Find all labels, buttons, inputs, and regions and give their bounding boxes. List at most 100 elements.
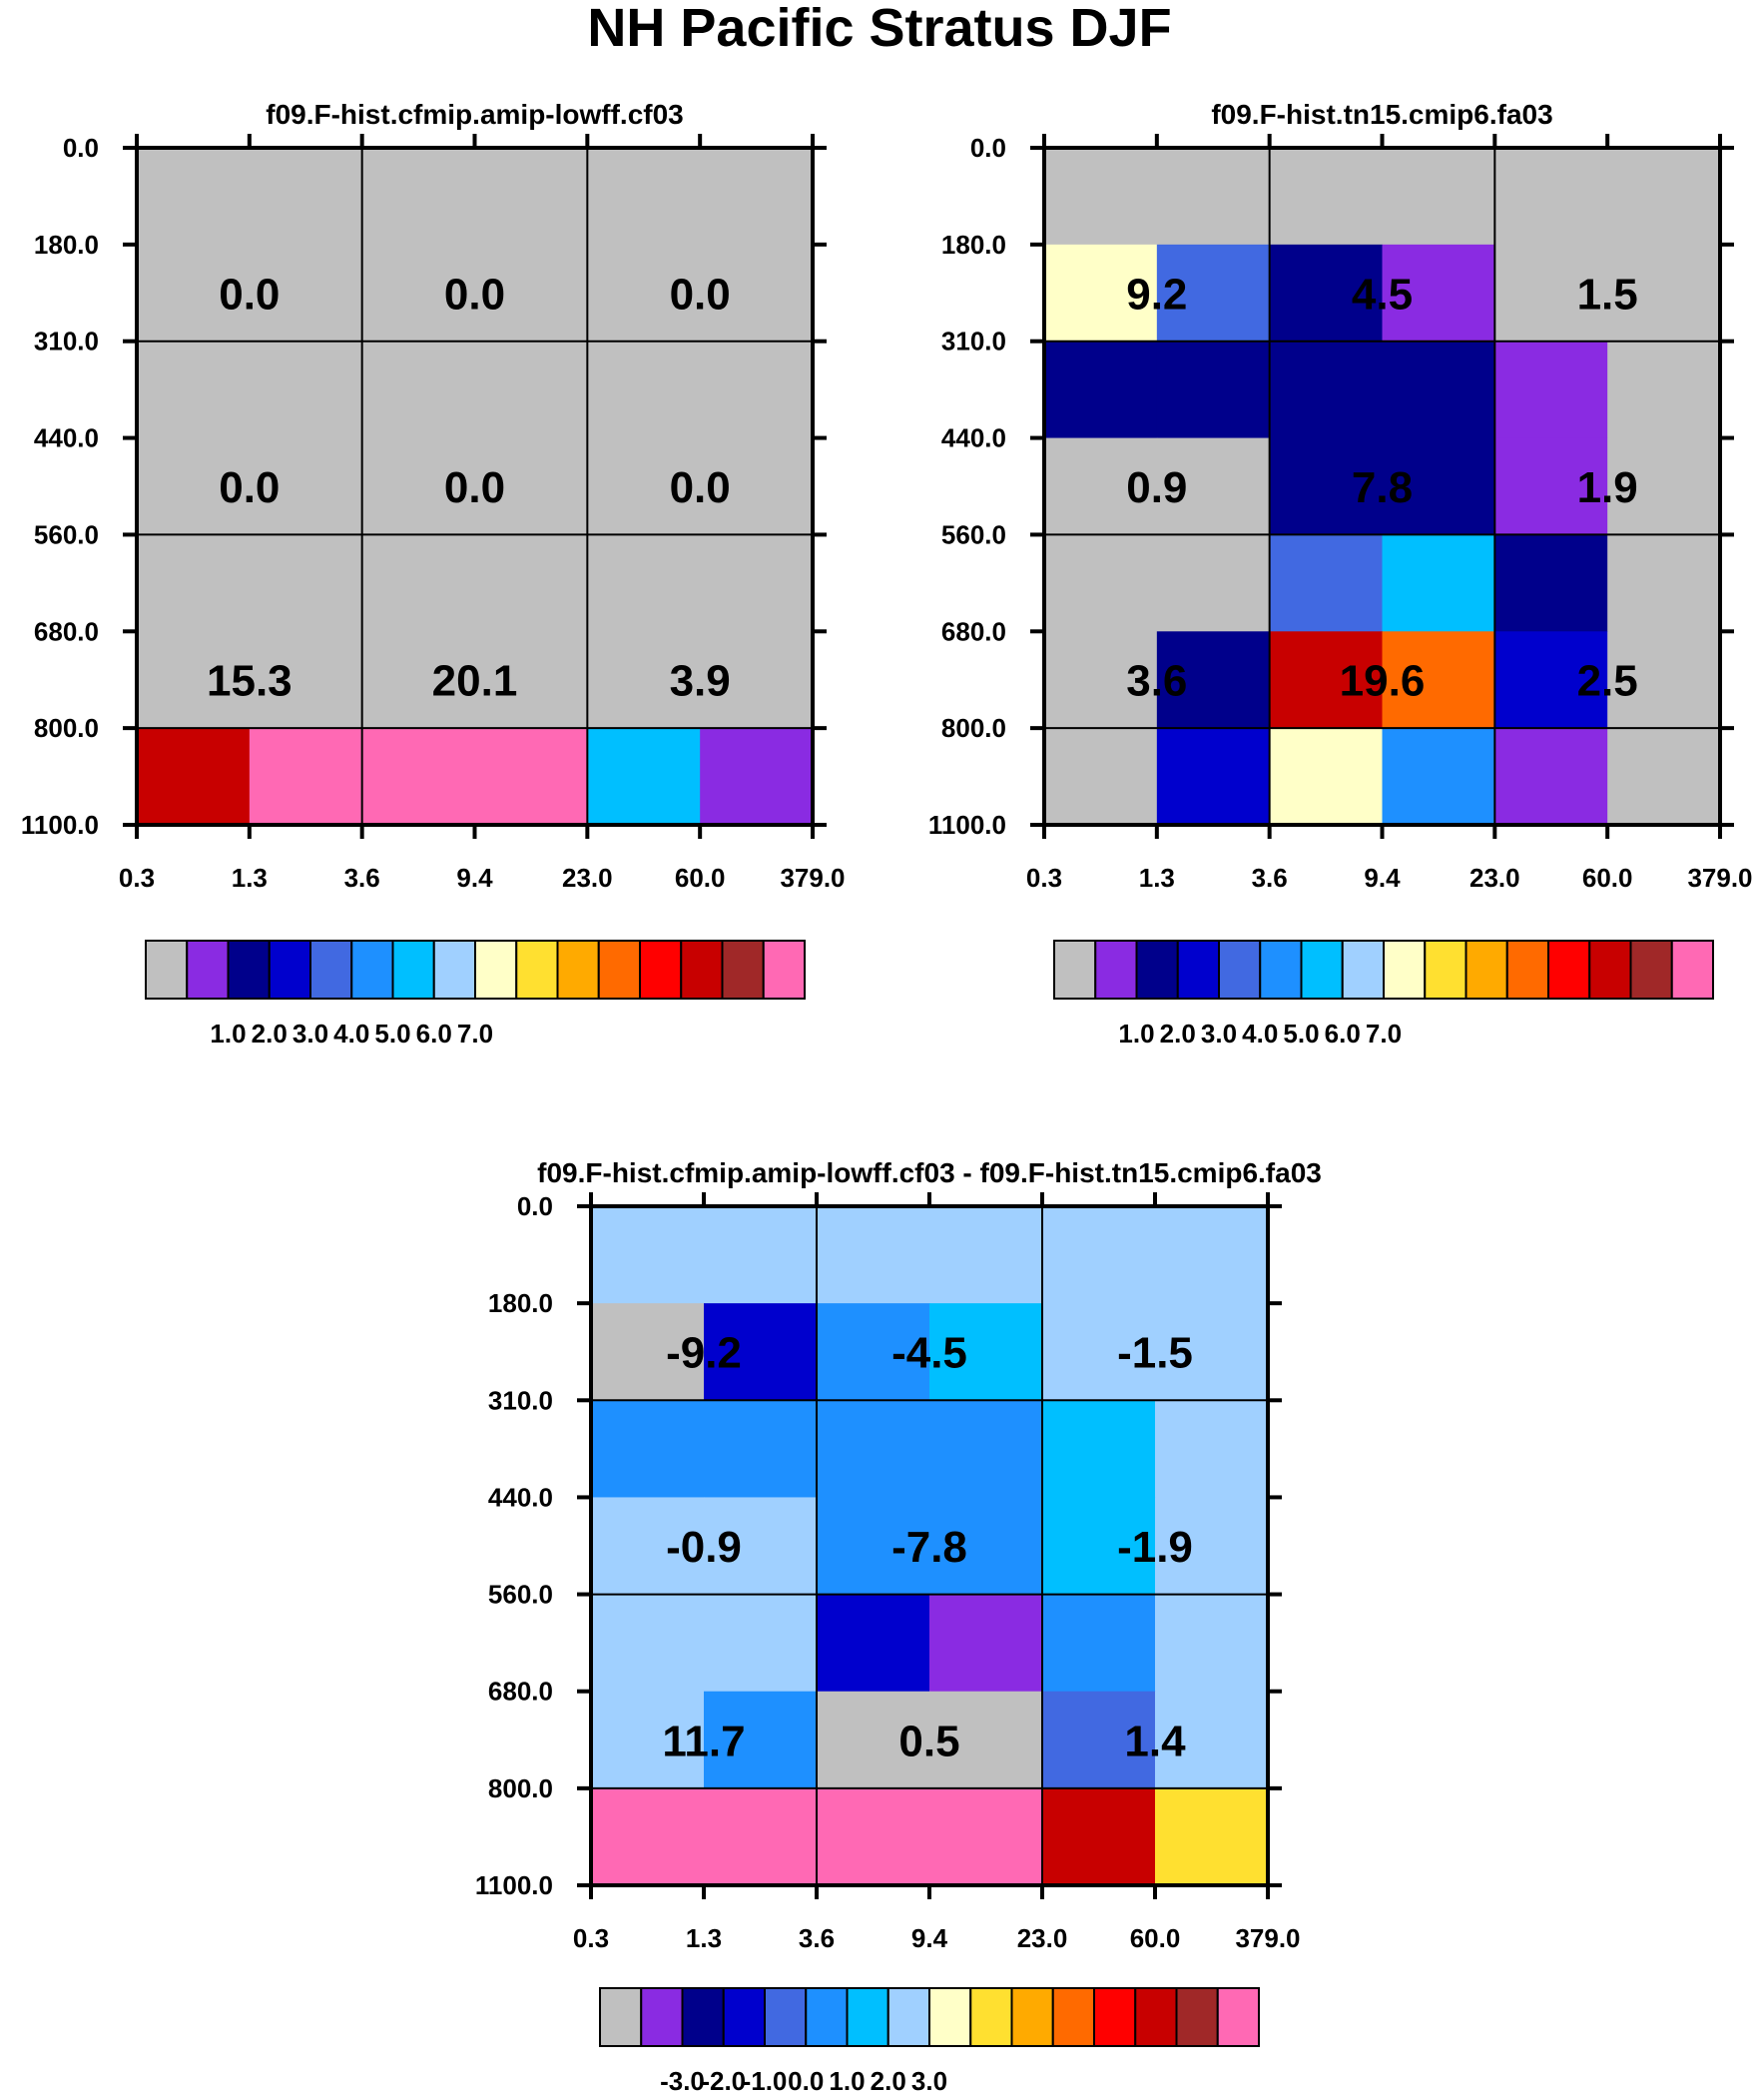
x-tick-label: 9.4 bbox=[911, 1923, 948, 1953]
panel-cmip6: 0.0 180.0 310.0 440.0 560.0 680.0 800.0 1100.0 0… bbox=[928, 99, 1753, 1049]
heatmap-cell bbox=[1269, 437, 1384, 536]
y-tick-label: 1100.0 bbox=[21, 810, 99, 840]
colorbar-swatch bbox=[1094, 940, 1138, 1000]
heatmap-cell bbox=[587, 437, 701, 536]
cell-value-label: -7.8 bbox=[891, 1523, 967, 1572]
heatmap-cell bbox=[587, 728, 701, 826]
heatmap-cell bbox=[817, 1594, 930, 1693]
colorbar-swatch bbox=[764, 1987, 808, 2047]
heatmap-cell bbox=[1269, 728, 1384, 826]
panel-amip-lowff: 0.0 180.0 310.0 440.0 560.0 680.0 800.0 1100.0 0… bbox=[21, 99, 846, 1049]
heatmap-cell bbox=[1269, 534, 1384, 632]
x-tick-label: 0.3 bbox=[119, 863, 155, 893]
heatmap-cell bbox=[704, 1400, 818, 1499]
y-tick-label: 440.0 bbox=[488, 1482, 553, 1512]
heatmap-cell bbox=[817, 1303, 930, 1401]
y-tick-label: 1100.0 bbox=[475, 1870, 553, 1900]
colorbar-swatch bbox=[1216, 1987, 1260, 2047]
heatmap-cell bbox=[1494, 244, 1608, 343]
cell-value-label: 15.3 bbox=[207, 657, 293, 706]
colorbar-label: 3.0 bbox=[1201, 1019, 1237, 1049]
heatmap-cell bbox=[1156, 631, 1271, 729]
heatmap-cell bbox=[704, 1497, 818, 1596]
colorbar-swatch bbox=[721, 940, 765, 1000]
colorbar-swatch bbox=[145, 940, 189, 1000]
colorbar-swatch bbox=[1424, 940, 1467, 1000]
colorbar-label: 7.0 bbox=[457, 1019, 493, 1049]
colorbar-label: 1.0 bbox=[1118, 1019, 1154, 1049]
heatmap-cell bbox=[929, 1691, 1043, 1789]
heatmap-cell bbox=[1607, 341, 1721, 439]
heatmap-cell bbox=[361, 631, 476, 729]
x-tick-label: 9.4 bbox=[1364, 863, 1401, 893]
heatmap-cell bbox=[704, 1206, 818, 1304]
colorbar-label: 4.0 bbox=[1242, 1019, 1278, 1049]
colorbar-swatch bbox=[1465, 940, 1508, 1000]
colorbar-label: 3.0 bbox=[293, 1019, 328, 1049]
cell-value-label: 4.5 bbox=[1352, 270, 1413, 319]
x-tick-label: 23.0 bbox=[1017, 1923, 1068, 1953]
heatmap-cell bbox=[587, 148, 701, 246]
heatmap-cell bbox=[137, 631, 251, 729]
cell-value-label: 0.0 bbox=[219, 463, 280, 512]
heatmap-cell bbox=[1042, 1787, 1156, 1886]
y-tick-label: 310.0 bbox=[941, 327, 1006, 356]
heatmap-cell bbox=[1607, 244, 1721, 343]
x-tick-label: 0.3 bbox=[573, 1923, 609, 1953]
y-tick-label: 560.0 bbox=[941, 519, 1006, 549]
heatmap-cell bbox=[817, 1691, 930, 1789]
heatmap-cell bbox=[1607, 437, 1721, 536]
panel-difference: 0.0 180.0 310.0 440.0 560.0 680.0 800.0 1100.0 0… bbox=[475, 1157, 1322, 2096]
colorbar-swatch bbox=[1629, 940, 1673, 1000]
colorbar-swatch bbox=[1053, 940, 1097, 1000]
colorbar-swatch bbox=[639, 940, 683, 1000]
heatmap-cell bbox=[587, 534, 701, 632]
heatmap-cell bbox=[817, 1206, 930, 1304]
heatmap-cell bbox=[474, 244, 588, 343]
heatmap-cell bbox=[361, 728, 476, 826]
heatmap-cell bbox=[591, 1497, 705, 1596]
colorbar-label: 6.0 bbox=[1325, 1019, 1361, 1049]
heatmap-cell bbox=[1382, 631, 1495, 729]
cell-value-label: 0.0 bbox=[670, 463, 731, 512]
heatmap-cell bbox=[1382, 341, 1495, 439]
heatmap-cell bbox=[137, 437, 251, 536]
colorbar-swatch bbox=[762, 940, 806, 1000]
heatmap-cell bbox=[1042, 1497, 1156, 1596]
colorbar-swatch bbox=[186, 940, 230, 1000]
colorbar-swatch bbox=[227, 940, 271, 1000]
heatmap-cell bbox=[700, 341, 814, 439]
heatmap-cell bbox=[704, 1303, 818, 1401]
heatmap-cell bbox=[1269, 631, 1384, 729]
cell-value-label: -1.9 bbox=[1117, 1523, 1193, 1572]
heatmap-cell bbox=[474, 148, 588, 246]
heatmap-cell bbox=[1269, 341, 1384, 439]
y-tick-label: 180.0 bbox=[941, 230, 1006, 260]
x-tick-label: 1.3 bbox=[686, 1923, 722, 1953]
heatmap-cell bbox=[1042, 1206, 1156, 1304]
heatmap-cell bbox=[1044, 148, 1158, 246]
colorbar-label: 4.0 bbox=[333, 1019, 369, 1049]
colorbar-label: 2.0 bbox=[871, 2066, 906, 2096]
figure-title: NH Pacific Stratus DJF bbox=[587, 0, 1171, 58]
heatmap-cell bbox=[137, 534, 251, 632]
heatmap-cell bbox=[474, 534, 588, 632]
x-tick-label: 9.4 bbox=[456, 863, 493, 893]
colorbar-swatch bbox=[1383, 940, 1427, 1000]
colorbar-swatch bbox=[969, 1987, 1013, 2047]
colorbar-swatch bbox=[722, 1987, 766, 2047]
heatmap-cell bbox=[137, 148, 251, 246]
heatmap-cell bbox=[249, 244, 363, 343]
colorbar-swatch bbox=[474, 940, 518, 1000]
heatmap-cell bbox=[361, 341, 476, 439]
x-tick-label: 3.6 bbox=[799, 1923, 835, 1953]
heatmap-cell bbox=[591, 1206, 705, 1304]
heatmap-cell bbox=[929, 1303, 1043, 1401]
y-tick-label: 680.0 bbox=[488, 1677, 553, 1707]
heatmap-cell bbox=[929, 1787, 1043, 1886]
y-tick-label: 0.0 bbox=[63, 133, 99, 163]
heatmap-cell bbox=[929, 1497, 1043, 1596]
y-tick-label: 1100.0 bbox=[928, 810, 1006, 840]
colorbar-swatch bbox=[1259, 940, 1303, 1000]
heatmap-cell bbox=[1607, 631, 1721, 729]
